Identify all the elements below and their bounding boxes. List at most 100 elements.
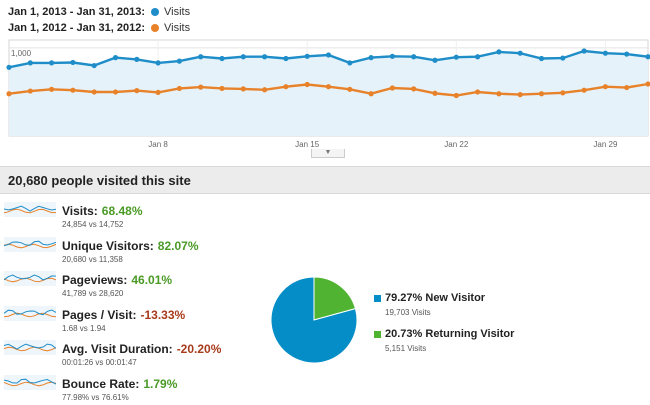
sparkline-icon bbox=[4, 237, 56, 252]
series-2013-point[interactable] bbox=[369, 55, 374, 60]
series-2013-point[interactable] bbox=[390, 54, 395, 59]
series-2012-point[interactable] bbox=[582, 88, 587, 93]
series-2012-point[interactable] bbox=[177, 86, 182, 91]
returning-visitor-visits: 5,151 Visits bbox=[385, 344, 426, 353]
metric-title: Visits:68.48% bbox=[62, 204, 143, 218]
series-2013-point[interactable] bbox=[28, 60, 33, 65]
legend-dot-2013 bbox=[151, 8, 159, 16]
series-2012-point[interactable] bbox=[6, 91, 11, 96]
new-visitor-swatch bbox=[374, 295, 381, 302]
x-tick-label: Jan 15 bbox=[295, 140, 320, 149]
metric-title: Avg. Visit Duration:-20.20% bbox=[62, 342, 221, 356]
series-2012-point[interactable] bbox=[134, 88, 139, 93]
summary-header: 20,680 people visited this site bbox=[0, 166, 650, 194]
legend-row-2012: Jan 1, 2012 - Jan 31, 2012: Visits bbox=[8, 20, 190, 36]
series-2013-point[interactable] bbox=[156, 60, 161, 65]
series-2013-point[interactable] bbox=[326, 52, 331, 57]
legend-range-2012: Jan 1, 2012 - Jan 31, 2012: bbox=[8, 20, 145, 36]
series-2013-point[interactable] bbox=[70, 60, 75, 65]
series-2012-point[interactable] bbox=[283, 84, 288, 89]
metric-row[interactable]: Visits:68.48%24,854 vs 14,752 bbox=[0, 198, 270, 233]
series-2013-point[interactable] bbox=[347, 60, 352, 65]
new-visitor-title: 79.27% New Visitor bbox=[385, 292, 485, 304]
series-2013-point[interactable] bbox=[198, 54, 203, 59]
series-2013-point[interactable] bbox=[624, 51, 629, 56]
series-2012-point[interactable] bbox=[369, 91, 374, 96]
series-2013-point[interactable] bbox=[603, 51, 608, 56]
series-2012-point[interactable] bbox=[432, 91, 437, 96]
series-2013-point[interactable] bbox=[113, 55, 118, 60]
x-tick-label: Jan 29 bbox=[593, 140, 618, 149]
series-2012-point[interactable] bbox=[70, 88, 75, 93]
visitor-type-pie-chart[interactable] bbox=[270, 275, 358, 365]
metric-comparison: 20,680 vs 11,358 bbox=[62, 255, 123, 264]
series-2012-point[interactable] bbox=[347, 87, 352, 92]
sparkline-icon bbox=[4, 375, 56, 390]
series-2013-point[interactable] bbox=[92, 63, 97, 68]
series-2012-point[interactable] bbox=[475, 89, 480, 94]
metric-comparison: 41,789 vs 28,620 bbox=[62, 289, 123, 298]
series-2012-point[interactable] bbox=[156, 90, 161, 95]
series-2013-point[interactable] bbox=[582, 48, 587, 53]
metric-row[interactable]: Unique Visitors:82.07% 20,680 vs 11,358 bbox=[0, 233, 270, 268]
metric-label: Unique Visitors: bbox=[62, 239, 154, 253]
series-2012-point[interactable] bbox=[539, 91, 544, 96]
returning-visitor-pct: 20.73% bbox=[385, 328, 422, 340]
series-2012-point[interactable] bbox=[262, 87, 267, 92]
series-2013-point[interactable] bbox=[177, 59, 182, 64]
series-2012-point[interactable] bbox=[219, 86, 224, 91]
series-2013-point[interactable] bbox=[134, 57, 139, 62]
series-2012-point[interactable] bbox=[92, 89, 97, 94]
metric-label: Pageviews: bbox=[62, 273, 127, 287]
metric-row[interactable]: Pages / Visit:-13.33%1.68 vs 1.94 bbox=[0, 302, 270, 337]
series-2012-point[interactable] bbox=[113, 89, 118, 94]
metric-row[interactable]: Pageviews: 46.01% 41,789 vs 28,620 bbox=[0, 267, 270, 302]
metric-title: Unique Visitors:82.07% bbox=[62, 239, 199, 253]
series-2012-point[interactable] bbox=[496, 91, 501, 96]
legend-metric-2012[interactable]: Visits bbox=[164, 20, 190, 36]
series-2013-point[interactable] bbox=[539, 56, 544, 61]
metric-change-pct: 68.48% bbox=[102, 204, 143, 218]
series-2012-point[interactable] bbox=[326, 84, 331, 89]
chevron-down-icon: ▼ bbox=[325, 149, 332, 156]
metric-row[interactable]: Avg. Visit Duration:-20.20% 00:01:26 vs 0… bbox=[0, 336, 270, 371]
metric-label: Bounce Rate: bbox=[62, 377, 139, 391]
legend-metric-2013[interactable]: Visits bbox=[164, 4, 190, 20]
series-2013-point[interactable] bbox=[496, 49, 501, 54]
metric-row[interactable]: Bounce Rate:1.79%77.98% vs 76.61% bbox=[0, 371, 270, 405]
chart-resize-handle[interactable]: ▼ bbox=[311, 149, 345, 158]
series-2012-point[interactable] bbox=[560, 90, 565, 95]
series-2013-point[interactable] bbox=[219, 56, 224, 61]
series-2012-point[interactable] bbox=[198, 85, 203, 90]
series-2012-point[interactable] bbox=[624, 85, 629, 90]
series-2012-point[interactable] bbox=[390, 85, 395, 90]
series-2012-point[interactable] bbox=[411, 86, 416, 91]
series-2012-point[interactable] bbox=[305, 82, 310, 87]
series-2012-point[interactable] bbox=[603, 84, 608, 89]
legend-row-2013: Jan 1, 2013 - Jan 31, 2013: Visits bbox=[8, 4, 190, 20]
series-2012-point[interactable] bbox=[518, 92, 523, 97]
series-2012-point[interactable] bbox=[28, 88, 33, 93]
series-2013-point[interactable] bbox=[560, 55, 565, 60]
series-2013-point[interactable] bbox=[241, 54, 246, 59]
series-2013-point[interactable] bbox=[454, 55, 459, 60]
series-2013-point[interactable] bbox=[432, 58, 437, 63]
metric-comparison: 77.98% vs 76.61% bbox=[62, 393, 129, 402]
series-2013-point[interactable] bbox=[518, 51, 523, 56]
series-2013-point[interactable] bbox=[283, 56, 288, 61]
new-visitor-pct: 79.27% bbox=[385, 292, 422, 304]
metric-comparison: 00:01:26 vs 00:01:47 bbox=[62, 358, 137, 367]
series-2013-point[interactable] bbox=[262, 54, 267, 59]
metric-title: Pages / Visit:-13.33% bbox=[62, 308, 185, 322]
series-2012-point[interactable] bbox=[49, 87, 54, 92]
series-2013-point[interactable] bbox=[305, 54, 310, 59]
series-2013-point[interactable] bbox=[411, 54, 416, 59]
series-2013-point[interactable] bbox=[6, 65, 11, 70]
series-2012-point[interactable] bbox=[454, 93, 459, 98]
series-2012-point[interactable] bbox=[241, 86, 246, 91]
series-2013-point[interactable] bbox=[49, 60, 54, 65]
metric-change-pct: 46.01% bbox=[131, 273, 172, 287]
series-2013-point[interactable] bbox=[475, 54, 480, 59]
